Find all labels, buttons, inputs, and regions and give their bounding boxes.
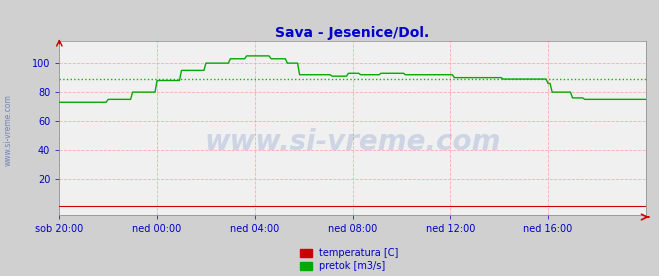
Title: Sava - Jesenice/Dol.: Sava - Jesenice/Dol. [275,26,430,40]
Legend: temperatura [C], pretok [m3/s]: temperatura [C], pretok [m3/s] [300,248,399,271]
Text: www.si-vreme.com: www.si-vreme.com [3,94,13,166]
Text: www.si-vreme.com: www.si-vreme.com [204,128,501,156]
